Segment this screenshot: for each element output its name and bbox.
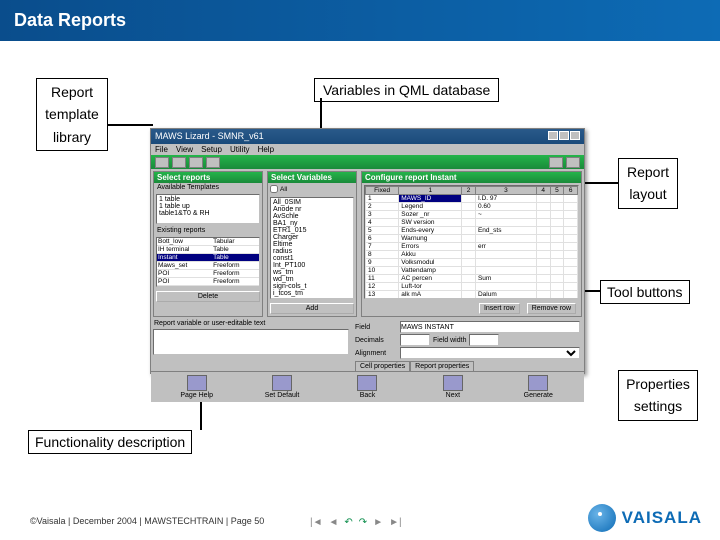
panel-select-variables: Select Variables All All_0SIMAnode nrAvS…: [267, 171, 357, 317]
annot-report-layout: Report layout: [618, 158, 678, 209]
back-button[interactable]: Back: [342, 375, 392, 399]
report-grid[interactable]: Fixed1234561MAWS_IDI.D. 972Legend0.603So…: [364, 185, 579, 299]
panel-configure-report: Configure report Instant Fixed1234561MAW…: [361, 171, 582, 317]
field-input[interactable]: [400, 321, 580, 333]
app-titlebar: MAWS Lizard - SMNR_v61: [151, 129, 584, 144]
alignment-select[interactable]: [400, 347, 580, 359]
app-title: MAWS Lizard - SMNR_v61: [155, 131, 264, 142]
annot-report-template-library: Report template library: [36, 78, 108, 151]
next-button[interactable]: Next: [428, 375, 478, 399]
app-window: MAWS Lizard - SMNR_v61 FileViewSetupUtil…: [150, 128, 585, 374]
templates-list[interactable]: 1 table 1 table up table1&T0 & RH: [156, 194, 260, 224]
prev-icon: ◄: [329, 517, 339, 528]
logo-text: VAISALA: [622, 508, 702, 528]
toolbar[interactable]: [151, 155, 584, 169]
window-controls[interactable]: [547, 131, 580, 142]
annot-tool-buttons: Tool buttons: [600, 280, 690, 304]
slide-title-bar: Data Reports: [0, 0, 720, 41]
menubar[interactable]: FileViewSetupUtilityHelp: [151, 144, 584, 155]
decimals-input[interactable]: [400, 334, 430, 346]
last-icon: ►|: [389, 517, 402, 528]
next-icon: ►: [373, 517, 383, 528]
back-icon: ↶: [344, 517, 352, 528]
property-tabs[interactable]: Cell propertiesReport properties: [355, 361, 580, 371]
properties-panel: Field Decimals Field width Alignment: [355, 321, 580, 359]
bottom-toolbar: Page Help Set Default Back Next Generate: [151, 371, 584, 402]
annot-functionality: Functionality description: [28, 430, 192, 454]
width-input[interactable]: [469, 334, 499, 346]
set-default-button[interactable]: Set Default: [257, 375, 307, 399]
add-button[interactable]: Add: [270, 303, 354, 314]
vaisala-logo: VAISALA: [588, 504, 702, 532]
panel-select-reports: Select reports Available Templates 1 tab…: [153, 171, 263, 317]
insert-row-button[interactable]: Insert row: [479, 303, 520, 314]
variables-list[interactable]: All_0SIMAnode nrAvSchleBA1_nyETR1_015Cha…: [270, 197, 354, 299]
slide-nav-icons[interactable]: |◄ ◄ ↶ ↷ ► ►|: [310, 517, 402, 528]
delete-button[interactable]: Delete: [156, 291, 260, 302]
toolbar-button[interactable]: [155, 157, 169, 168]
page-help-button[interactable]: Page Help: [172, 375, 222, 399]
logo-icon: [588, 504, 616, 532]
fwd-icon: ↷: [359, 517, 367, 528]
slide-footer: ©Vaisala | December 2004 | MAWSTECHTRAIN…: [30, 516, 264, 526]
annot-variables: Variables in QML database: [314, 78, 499, 102]
first-icon: |◄: [310, 517, 323, 528]
existing-reports-table[interactable]: Bott_lowTabular IH terminalTable Instant…: [156, 237, 260, 287]
generate-button[interactable]: Generate: [513, 375, 563, 399]
annot-properties: Properties settings: [618, 370, 698, 421]
description-area[interactable]: [153, 329, 349, 357]
remove-row-button[interactable]: Remove row: [527, 303, 576, 314]
slide-title: Data Reports: [14, 10, 126, 30]
